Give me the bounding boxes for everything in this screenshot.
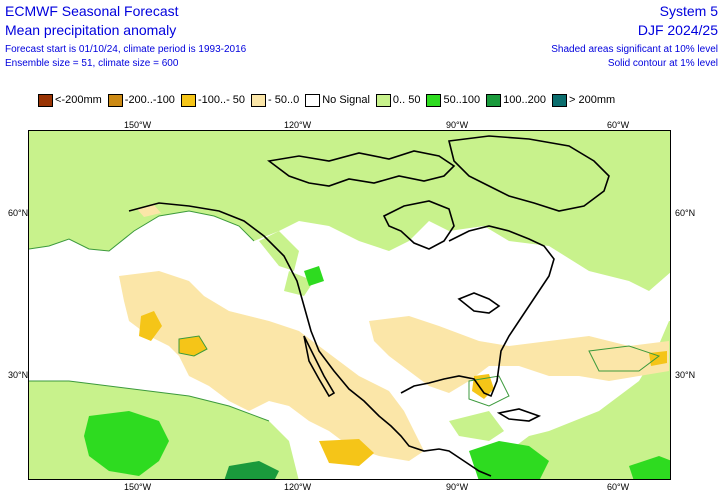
legend-item: <-200mm (38, 93, 102, 107)
forecast-info: Forecast start is 01/10/24, climate peri… (5, 44, 247, 55)
lon-tick-label: 150°W (124, 120, 152, 130)
hawaii-strong-area (84, 411, 169, 476)
strong-positive-area (84, 266, 670, 479)
eastern-pacific-negative-area (119, 271, 424, 461)
atlantic-moderate-negative (649, 351, 667, 366)
legend-label: 0.. 50 (392, 94, 421, 106)
baja-coastline (303, 335, 336, 398)
florida-moderate-negative (472, 374, 494, 399)
legend-swatch (375, 93, 391, 107)
lon-tick-label: 90°W (446, 120, 469, 130)
lon-tick-label: 90°W (446, 482, 469, 492)
legend-label: 100..200 (503, 94, 546, 106)
lon-tick-label: 60°W (607, 120, 630, 130)
significance-shaded-note: Shaded areas significant at 10% level (551, 44, 718, 55)
lat-tick-label: 60°N (675, 208, 696, 218)
atlantic-strong-area (629, 456, 670, 479)
legend-item: 0.. 50 (375, 93, 421, 107)
legend-label: <-200mm (55, 94, 102, 106)
gulf-negative-area (369, 316, 669, 393)
contour-line (29, 210, 255, 252)
legend-item: -100..- 50 (180, 93, 246, 107)
legend-item: - 50..0 (251, 93, 300, 107)
mexico-moderate-negative (319, 439, 374, 466)
lon-tick-label: 120°W (284, 482, 312, 492)
chart-subtitle: Mean precipitation anomaly (5, 22, 177, 38)
moderate-negative-area (139, 311, 667, 466)
legend-label: > 200mm (568, 94, 616, 106)
legend-item: 50..100 (426, 93, 481, 107)
legend-swatch (305, 93, 321, 107)
legend-label: -100..- 50 (197, 94, 246, 106)
significance-contour-note: Solid contour at 1% level (607, 58, 718, 69)
legend-label: -200..-100 (124, 94, 175, 106)
legend-swatch (180, 93, 196, 107)
legend-swatch (38, 93, 53, 107)
greenland-coastline (448, 135, 610, 212)
contour-line (178, 335, 208, 357)
baja-positive-area (284, 271, 314, 296)
arctic-positive-area (29, 131, 670, 291)
contour-line (29, 380, 270, 422)
season-label: DJF 2024/25 (637, 22, 718, 38)
system-label: System 5 (659, 3, 718, 19)
lon-tick-label: 120°W (284, 120, 312, 130)
great-lakes-coastline (457, 292, 501, 314)
hudson-strong-area (304, 266, 324, 286)
legend-swatch (486, 93, 502, 107)
legend-label: 50..100 (443, 94, 481, 106)
anomaly-map (28, 130, 671, 480)
north-america-coastline (128, 202, 492, 477)
ensemble-info: Ensemble size = 51, climate size = 600 (5, 58, 179, 69)
lon-tick-label: 60°W (607, 482, 630, 492)
legend-item: > 200mm (551, 93, 616, 107)
lon-tick-label: 150°W (124, 482, 152, 492)
cuba-coastline (496, 408, 542, 422)
legend-swatch (107, 93, 123, 107)
very-strong-positive-area (224, 461, 279, 479)
caribbean-positive-area (449, 411, 504, 441)
pacific-moderate-negative-2 (179, 336, 207, 356)
legend: <-200mm -200..-100 -100..- 50 - 50..0 No… (38, 92, 621, 108)
lat-tick-label: 60°N (8, 208, 29, 218)
legend-swatch (251, 93, 267, 107)
legend-swatch (551, 93, 567, 107)
legend-label: - 50..0 (268, 94, 300, 106)
chart-title: ECMWF Seasonal Forecast (5, 3, 179, 19)
lat-tick-label: 30°N (8, 370, 29, 380)
legend-label: No Signal (322, 94, 370, 106)
lat-tick-label: 30°N (675, 370, 696, 380)
pacific-moderate-negative-1 (139, 311, 162, 341)
legend-item: -200..-100 (107, 93, 175, 107)
legend-item: 100..200 (486, 93, 546, 107)
central-america-strong-area (469, 441, 549, 479)
pacific-very-strong-area (224, 461, 279, 479)
contour-line (468, 375, 510, 407)
east-coast-coastline (400, 225, 555, 398)
hudson-bay-coastline (382, 200, 455, 250)
contour-line (588, 345, 661, 372)
coastlines (128, 135, 610, 477)
map-canvas (29, 131, 670, 479)
legend-swatch (426, 93, 442, 107)
atlantic-positive-area (499, 321, 670, 479)
legend-item: No Signal (305, 93, 370, 107)
significance-contours (29, 210, 661, 422)
arctic-coastline (267, 150, 456, 187)
